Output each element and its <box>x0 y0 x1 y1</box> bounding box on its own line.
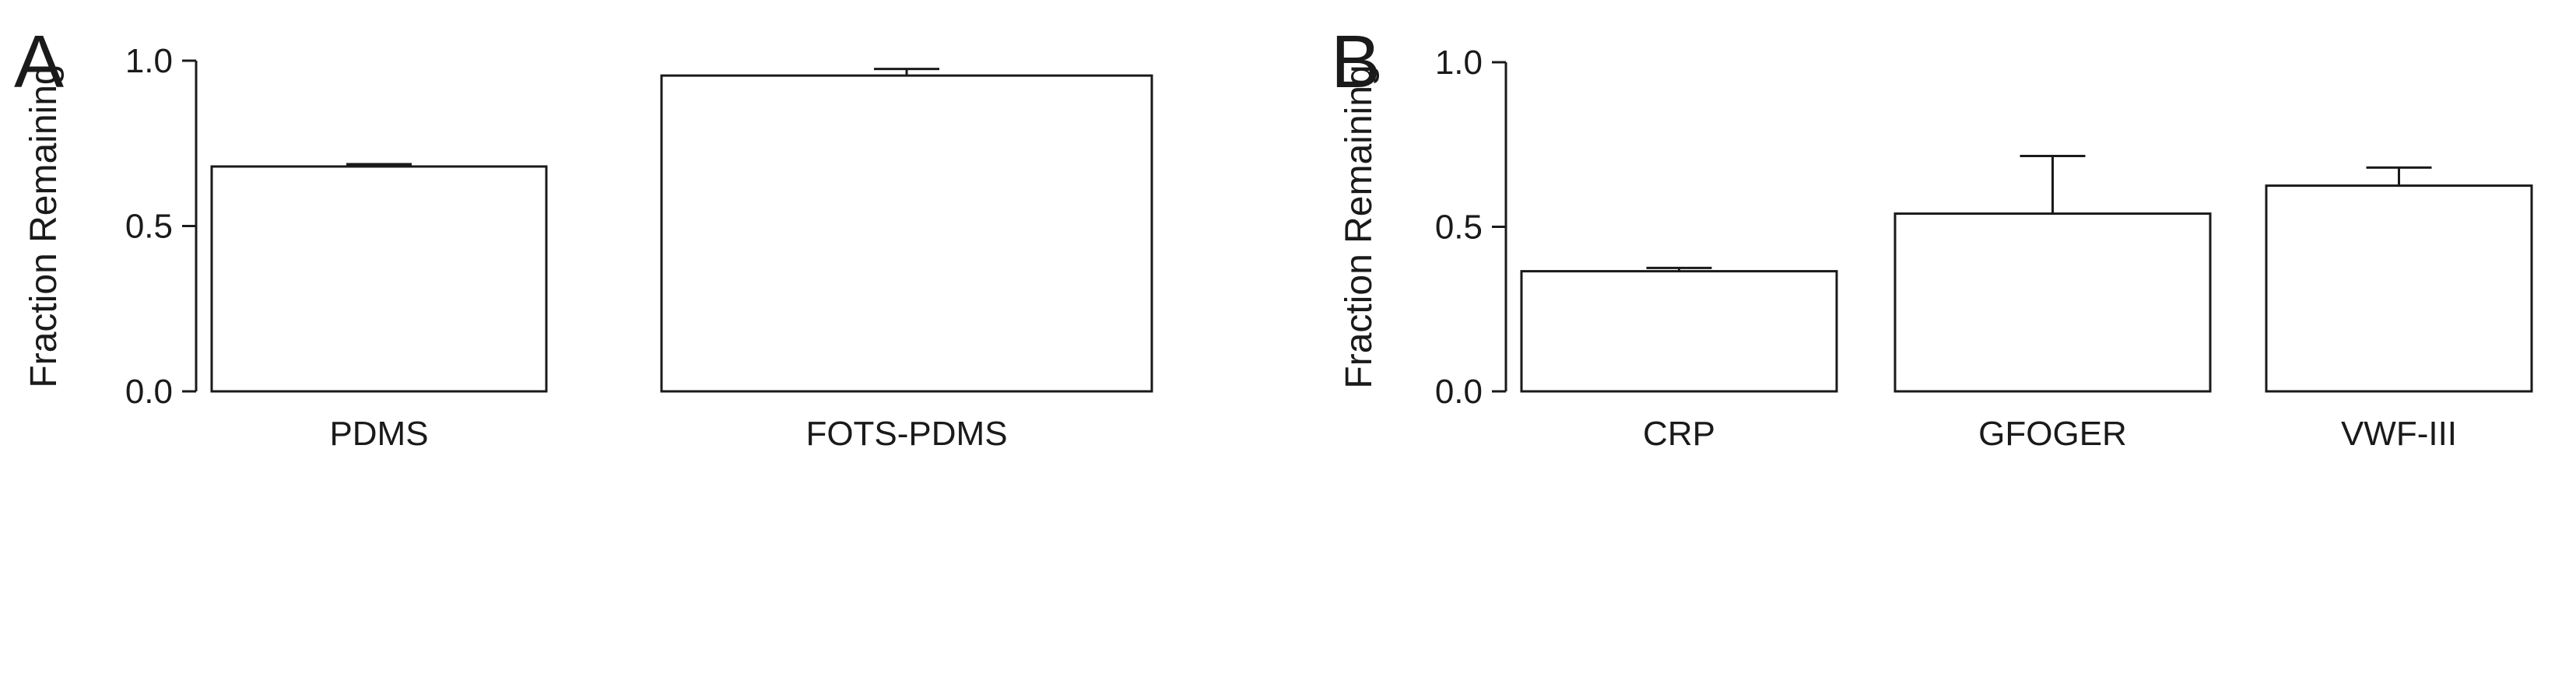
bar-vwf-iii <box>2265 184 2533 393</box>
y-axis-title: Fraction Remaining <box>1339 65 1380 388</box>
error-bar-fots-pdms <box>874 68 939 76</box>
bar-gfoger <box>1893 212 2212 393</box>
panel-b: B 0.0 0.5 1.0 Fraction Remaining CRP GFOGER VWF… <box>1331 20 2533 453</box>
y-axis-title: Fraction Remaining <box>23 64 65 387</box>
x-category-label: VWF-III <box>2341 415 2457 453</box>
error-bar-vwf-iii <box>2366 166 2432 186</box>
y-tick-label: 1.0 <box>1435 44 1483 82</box>
bar-pdms <box>210 165 548 393</box>
x-category-label: CRP <box>1643 415 1715 453</box>
error-bar-pdms <box>346 163 412 166</box>
panel-a: A 0.0 0.5 1.0 Fraction Remaining PDMS FOTS-PDM… <box>14 20 1153 453</box>
panel-letter: B <box>1331 20 1381 103</box>
panel-letter: A <box>14 20 64 103</box>
x-category-label: PDMS <box>329 415 428 453</box>
bar-fots-pdms <box>660 74 1153 393</box>
x-category-label: GFOGER <box>1978 415 2127 453</box>
y-tick-label: 0.0 <box>1435 373 1483 411</box>
x-category-label: FOTS-PDMS <box>805 415 1007 453</box>
y-tick-label: 0.0 <box>125 373 173 411</box>
error-bar-gfoger <box>2020 155 2086 214</box>
error-bar-crp <box>1646 266 1712 272</box>
bar-crp <box>1520 270 1838 393</box>
y-tick-label: 0.5 <box>125 208 173 246</box>
y-tick-label: 0.5 <box>1435 209 1483 247</box>
y-tick-label: 1.0 <box>125 42 173 80</box>
